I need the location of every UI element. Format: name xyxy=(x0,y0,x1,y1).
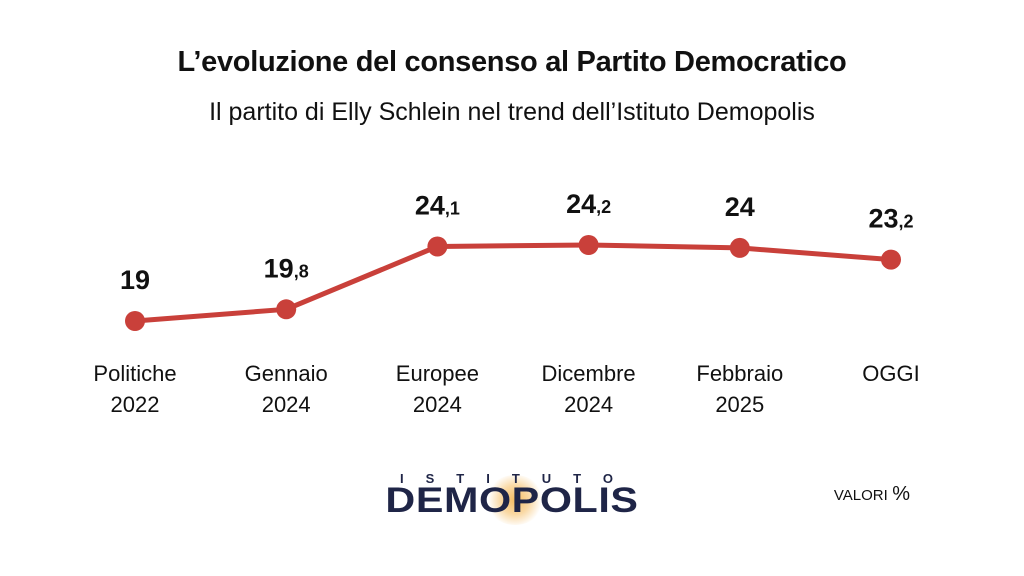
data-label: 24,1 xyxy=(415,190,460,220)
data-label: 24 xyxy=(725,192,755,222)
logo-glow-icon xyxy=(486,475,544,525)
x-tick-label-line: 2024 xyxy=(564,392,614,417)
units-note: VALORI % xyxy=(834,483,910,506)
demopolis-logo: ISTITUTO DEMOPOLIS xyxy=(376,471,648,525)
data-point xyxy=(276,299,297,320)
chart-subtitle: Il partito di Elly Schlein nel trend del… xyxy=(209,98,815,126)
x-tick-label-line: Politiche xyxy=(93,361,177,386)
logo-top-text: ISTITUTO xyxy=(400,471,635,486)
data-point xyxy=(427,236,448,257)
x-tick-label-line: Europee xyxy=(395,361,479,386)
x-tick-label: Europee 2024 xyxy=(357,358,517,420)
x-tick-label-line: 2024 xyxy=(261,392,311,417)
x-tick-label-line: 2025 xyxy=(715,392,765,417)
x-tick-label: Febbraio 2025 xyxy=(660,358,820,420)
x-tick-label: Dicembre 2024 xyxy=(509,358,669,420)
units-label: VALORI xyxy=(833,487,888,504)
series-line xyxy=(134,242,892,324)
data-point xyxy=(881,249,901,270)
data-label: 19 xyxy=(120,265,150,295)
x-tick-label-line: OGGI xyxy=(862,361,920,386)
data-label: 19,8 xyxy=(264,253,309,283)
units-symbol: % xyxy=(892,483,910,505)
data-label: 24,2 xyxy=(566,189,611,219)
logo-main-text: DEMOPOLIS xyxy=(385,481,639,520)
x-tick-label: Politiche 2022 xyxy=(55,358,215,420)
data-point xyxy=(729,237,750,258)
x-tick-label: OGGI xyxy=(811,358,971,389)
x-tick-label-line: Gennaio xyxy=(244,361,328,386)
data-label: 23,2 xyxy=(868,204,913,234)
data-point xyxy=(125,311,145,331)
x-tick-label-line: 2022 xyxy=(110,392,160,417)
x-tick-label-line: Febbraio xyxy=(696,361,784,386)
x-tick-label-line: 2024 xyxy=(412,392,462,417)
x-tick-label: Gennaio 2024 xyxy=(206,358,366,420)
data-point xyxy=(578,235,599,255)
x-tick-label-line: Dicembre xyxy=(541,361,636,386)
chart-title: L’evoluzione del consenso al Partito Dem… xyxy=(177,46,847,78)
